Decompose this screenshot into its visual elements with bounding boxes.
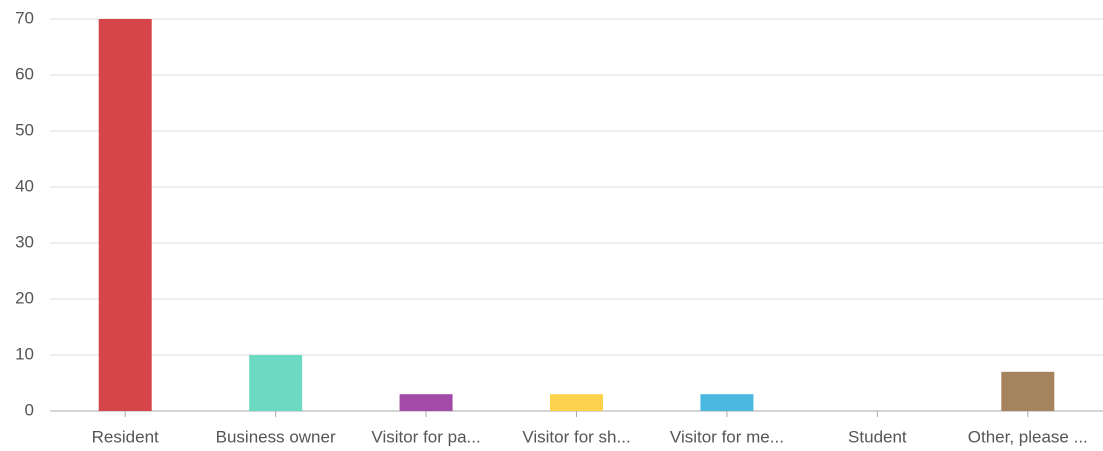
x-tick-label: Student: [848, 427, 907, 446]
y-tick-label: 50: [15, 120, 34, 139]
bar: [249, 355, 303, 411]
y-tick-label: 0: [25, 400, 34, 419]
y-tick-label: 60: [15, 64, 34, 83]
y-tick-label: 40: [15, 176, 34, 195]
bar: [550, 394, 603, 411]
bar: [1001, 371, 1055, 411]
x-tick-label: Resident: [92, 427, 159, 446]
y-tick-label: 30: [15, 232, 34, 251]
x-tick-label: Visitor for pa...: [371, 427, 480, 446]
x-tick-label: Business owner: [216, 427, 336, 446]
y-tick-label: 70: [15, 8, 34, 27]
x-tick-label: Visitor for sh...: [522, 427, 630, 446]
bar: [98, 19, 152, 411]
y-tick-label: 10: [15, 344, 34, 363]
x-tick-label: Other, please ...: [968, 427, 1088, 446]
bar: [700, 394, 754, 411]
bar: [399, 394, 453, 411]
y-tick-label: 20: [15, 288, 34, 307]
x-tick-label: Visitor for me...: [670, 427, 784, 446]
